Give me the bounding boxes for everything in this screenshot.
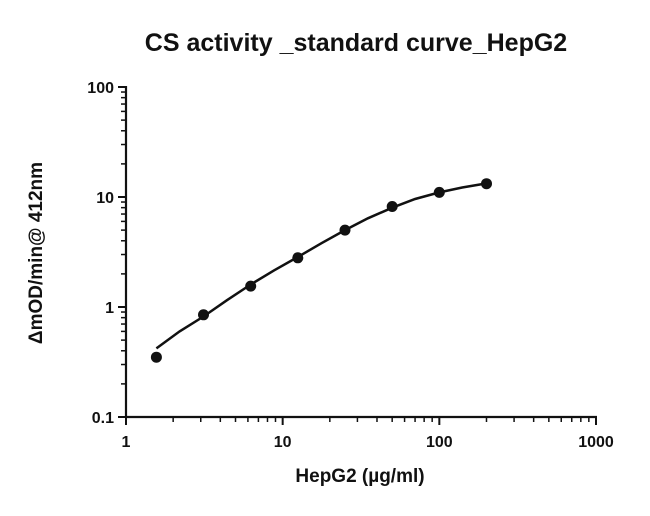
x-axis-label: HepG2 (µg/ml) [295, 466, 424, 487]
y-tick-label: 1 [105, 300, 114, 317]
fit-curve-group [155, 182, 487, 350]
y-axis-label: ΔmOD/min@ 412nm [26, 162, 47, 344]
axes [124, 86, 597, 419]
data-points-group [150, 178, 492, 363]
x-tick-label: 10 [274, 434, 292, 451]
x-tick-label: 1000 [578, 434, 614, 451]
data-point [292, 252, 304, 264]
data-point [150, 351, 162, 363]
data-point [339, 224, 351, 236]
data-point [386, 201, 398, 212]
fit-curve [155, 182, 487, 350]
y-tick-label: 100 [87, 80, 114, 97]
data-point [198, 309, 209, 321]
y-tick-label: 0.1 [92, 410, 114, 427]
data-point [433, 186, 445, 198]
data-point [245, 280, 257, 292]
ticks: 0.1 1 10 100 1 10 100 1000 [87, 80, 614, 451]
data-point [481, 178, 492, 190]
chart-title: CS activity _standard curve_HepG2 [145, 29, 567, 57]
x-tick-label: 100 [426, 434, 453, 451]
x-tick-label: 1 [122, 434, 131, 451]
y-tick-label: 10 [96, 190, 114, 207]
